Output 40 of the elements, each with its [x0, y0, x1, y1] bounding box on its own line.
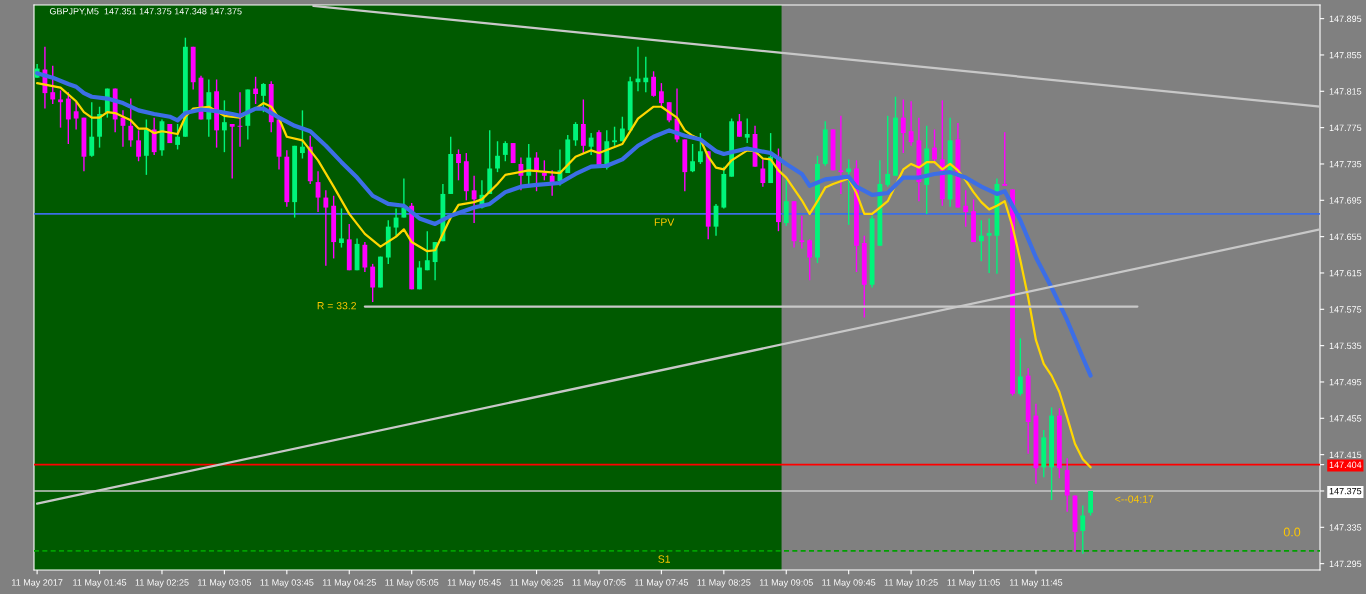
x-tick-label: 11 May 11:05 [947, 579, 1000, 588]
x-tick-label: 11 May 05:45 [447, 579, 501, 588]
y-tick-label: 147.815 [1329, 88, 1362, 95]
y-tick-label: 147.695 [1329, 197, 1362, 204]
x-tick-label: 11 May 08:25 [697, 579, 751, 588]
x-tick-label: 11 May 04:25 [322, 579, 376, 588]
y-tick-label: 147.375 [1329, 487, 1362, 495]
y-tick-label: 147.775 [1329, 124, 1362, 131]
x-tick-label: 11 May 11:45 [1009, 579, 1063, 588]
series-label: R = 33.2 [317, 302, 357, 310]
y-tick-label: 147.415 [1329, 451, 1362, 458]
y-tick-label: 147.404 [1329, 461, 1362, 468]
y-tick-label: 147.335 [1329, 524, 1362, 531]
y-tick-label: 147.735 [1329, 160, 1362, 168]
x-tick-label: 11 May 01:45 [73, 579, 127, 588]
y-tick-label: 147.855 [1329, 51, 1362, 59]
x-tick-label: 11 May 06:25 [510, 579, 564, 588]
y-tick-label: 147.895 [1329, 15, 1362, 22]
y-tick-label: 147.535 [1329, 342, 1362, 349]
y-tick-label: 147.295 [1329, 560, 1362, 567]
x-tick-label: 11 May 09:05 [759, 579, 813, 588]
annotation: <--04:17 [1115, 495, 1154, 503]
x-tick-label: 11 May 07:05 [572, 579, 626, 588]
x-tick-label: 11 May 05:05 [385, 579, 439, 588]
ref-line-label: S1 [658, 555, 670, 563]
annotation: 0.0 [1283, 527, 1301, 537]
x-tick-label: 11 May 07:45 [635, 579, 689, 588]
y-tick-label: 147.455 [1329, 415, 1362, 422]
chart-title: GBPJPY,M5 147.351 147.375 147.348 147.375 [49, 8, 242, 16]
x-tick-label: 11 May 03:05 [198, 579, 252, 588]
ref-line-label: FPV [654, 218, 675, 226]
x-tick-label: 11 May 09:45 [822, 579, 876, 588]
y-tick-label: 147.575 [1329, 306, 1362, 313]
x-tick-label: 11 May 03:45 [260, 579, 314, 588]
x-tick-label: 11 May 02:25 [135, 579, 189, 588]
y-tick-label: 147.495 [1329, 378, 1362, 386]
y-tick-label: 147.655 [1329, 233, 1362, 240]
x-tick-label: 11 May 10:25 [884, 579, 938, 588]
x-tick-label: 11 May 2017 [12, 579, 63, 588]
y-tick-label: 147.615 [1329, 269, 1362, 277]
